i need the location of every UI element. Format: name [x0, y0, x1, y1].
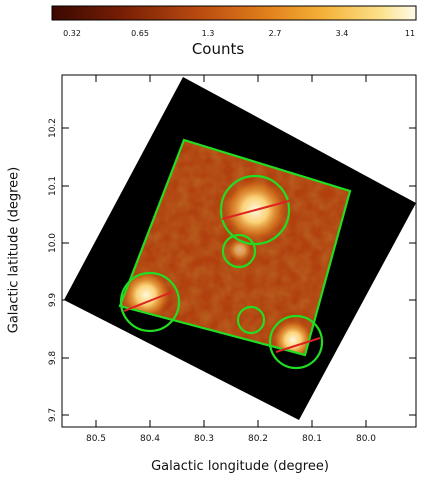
- region-line: [123, 291, 173, 312]
- source-blob: [228, 238, 252, 262]
- region-circle: [119, 271, 181, 333]
- x-tick-label: 80.3: [194, 434, 214, 444]
- y-tick-label: 10.1: [48, 176, 58, 196]
- y-axis-label: Galactic latitude (degree): [6, 166, 22, 334]
- region-circle: [268, 314, 324, 370]
- axis-ticks: [62, 75, 416, 427]
- colorbar-tick-label: 11: [404, 29, 416, 38]
- region-circle: [236, 305, 266, 335]
- colorbar: [51, 5, 417, 21]
- x-tick-label: 80.0: [356, 434, 376, 444]
- y-tick-label: 9.7: [48, 408, 58, 422]
- region-circle: [221, 233, 257, 269]
- region-box: [118, 138, 352, 357]
- x-axis-label: Galactic longitude (degree): [151, 459, 329, 474]
- x-tick-label: 80.2: [248, 434, 268, 444]
- colorbar-tick-label: 3.4: [335, 29, 349, 38]
- y-tick-label: 10.2: [48, 118, 58, 138]
- colorbar-tick-label: 0.32: [63, 29, 81, 38]
- y-tick-label: 10.0: [48, 233, 58, 253]
- x-tick-label: 80.1: [302, 434, 322, 444]
- region-line: [275, 337, 321, 353]
- region-circle: [219, 174, 291, 246]
- region-line: [221, 200, 290, 220]
- x-tick-label: 80.5: [86, 434, 106, 444]
- y-tick-label: 9.9: [48, 293, 58, 308]
- x-tick-label: 80.4: [140, 434, 160, 444]
- colorbar-title: Counts: [191, 40, 245, 58]
- colorbar-tick-label: 2.7: [268, 29, 282, 38]
- colorbar-tick-label: 0.65: [131, 29, 149, 38]
- colorbar-tick-label: 1.3: [201, 29, 215, 38]
- y-tick-label: 9.8: [48, 351, 58, 366]
